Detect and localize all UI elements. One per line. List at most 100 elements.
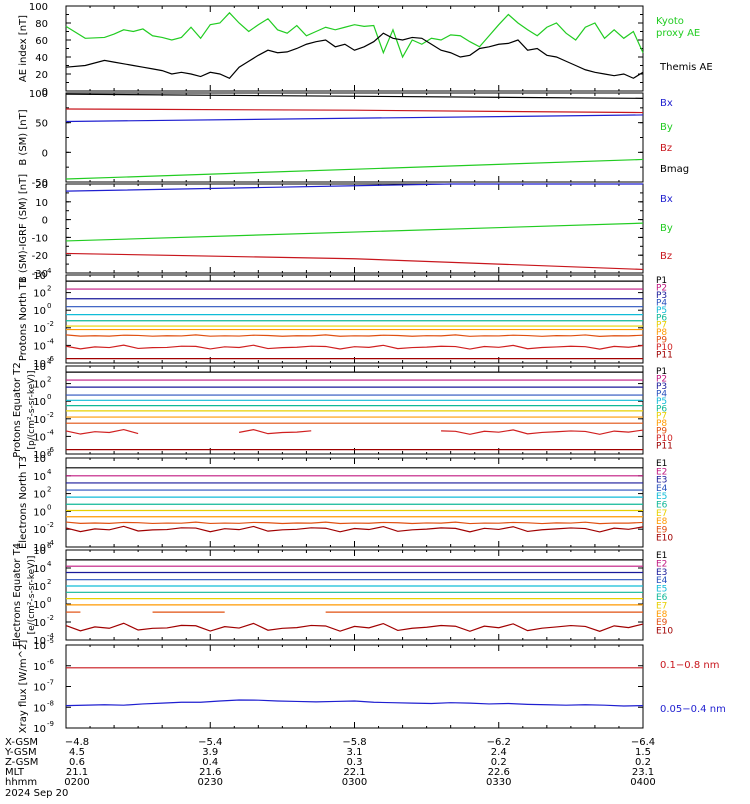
tick-exp: -6 — [47, 446, 55, 454]
y-tick-label: 50 — [35, 119, 48, 130]
channel-line — [441, 429, 644, 435]
footer-value: −5.8 — [342, 737, 366, 748]
tick-exp: -4 — [47, 539, 55, 547]
y-tick-label: -20 — [32, 251, 48, 262]
footer-row-label: hhmm — [5, 777, 37, 788]
legend-entry: E5 — [656, 585, 667, 595]
y-tick-label: 10 -8 — [33, 699, 54, 714]
legend-entry: By — [660, 122, 673, 133]
tick-base: 10 — [33, 271, 46, 282]
tick-base: 10 — [33, 543, 46, 554]
y-tick-label: 10 2 — [33, 578, 51, 593]
legend-xray-red: 0.1−0.8 nm — [660, 660, 719, 671]
legend-entry: E1 — [656, 551, 667, 561]
tick-base: 10 — [33, 397, 46, 408]
tick-exp: -8 — [47, 699, 54, 707]
y-tick-label: 10 -2 — [33, 320, 54, 335]
tick-base: 10 — [33, 564, 46, 575]
tick-exp: -4 — [47, 632, 55, 640]
footer-value: 0.3 — [347, 757, 363, 768]
series-line — [65, 222, 644, 242]
y-axis-label: Protons North T1 — [18, 277, 29, 361]
channel-line — [65, 334, 644, 337]
series-line — [65, 93, 644, 99]
series-line — [65, 32, 644, 79]
b-igrf-legend: Bx By Bz — [660, 194, 673, 262]
tick-exp: 2 — [47, 285, 51, 293]
legend-kyoto-2: proxy AE — [656, 28, 700, 39]
legend-entry: Bz — [660, 143, 672, 154]
y-tick-label: 10 6 — [33, 542, 52, 557]
tick-base: 10 — [33, 724, 46, 735]
tick-base: 10 — [33, 415, 46, 426]
tick-exp: 2 — [47, 376, 51, 384]
y-tick-label: 10 -6 — [33, 658, 54, 673]
panel-frame — [65, 644, 644, 729]
y-tick-label: 10 4 — [33, 468, 52, 483]
legend-entry: P10 — [656, 434, 673, 444]
footer-value: 2.4 — [491, 747, 507, 758]
footer-row-label: Z-GSM — [5, 757, 38, 768]
y-tick-label: 0 — [42, 216, 48, 227]
legend-entry: E10 — [656, 534, 673, 544]
legend-xray-blue: 0.05−0.4 nm — [660, 704, 726, 715]
y-tick-label: 100 — [33, 503, 51, 518]
series-line — [65, 183, 643, 192]
panel-frame — [65, 5, 644, 92]
y-tick-label: 10 4 — [33, 560, 52, 575]
legend-entry: P9 — [656, 427, 667, 437]
legend-entry: P2 — [656, 374, 667, 384]
y-tick-label: 10 -2 — [33, 411, 54, 426]
y-tick-label: 10 -4 — [33, 632, 54, 647]
tick-exp: -2 — [47, 521, 54, 529]
y-axis-label: Xray flux [W/m^2] — [18, 640, 29, 734]
legend-entry: P4 — [656, 389, 667, 399]
tick-base: 10 — [33, 324, 46, 335]
y-axis-label: Electrons Equator T4 — [12, 543, 23, 647]
tick-base: 10 — [33, 662, 46, 673]
y-tick-label: 0 — [42, 87, 48, 98]
panel-frame — [65, 183, 644, 274]
channel-line — [65, 344, 644, 350]
legend-entry: E8 — [656, 610, 668, 620]
legend-entry: E3 — [656, 476, 667, 486]
tick-exp: -2 — [47, 411, 54, 419]
y-tick-label: 10 2 — [33, 285, 51, 300]
tick-base: 10 — [33, 289, 46, 300]
tick-base: 10 — [33, 703, 46, 714]
legend-entry: P1 — [656, 367, 667, 377]
y-tick-label: 80 — [35, 19, 48, 30]
footer-date: 2024 Sep 20 — [5, 788, 68, 799]
legend-entry: P11 — [656, 442, 673, 452]
y-tick-label: 10 4 — [33, 358, 52, 373]
legend-entry: E3 — [656, 568, 667, 578]
tick-exp: -5 — [47, 637, 54, 645]
y-axis-label: AE index [nT] — [18, 15, 29, 82]
legend-entry: E9 — [656, 618, 668, 628]
channel-line — [65, 521, 644, 525]
tick-exp: 0 — [47, 596, 51, 604]
b-sm-legend: Bx By Bz Bmag — [660, 98, 689, 175]
y-tick-label: 10 6 — [33, 450, 52, 465]
legend-entry: P8 — [656, 419, 667, 429]
footer-value: 23.1 — [632, 767, 654, 778]
tick-exp: 2 — [47, 578, 51, 586]
legend-entry: Bx — [660, 194, 673, 205]
y-tick-label: 0 — [42, 148, 48, 159]
tick-exp: -7 — [47, 679, 54, 687]
tick-exp: -6 — [47, 355, 55, 363]
footer-value: −6.2 — [487, 737, 511, 748]
legend-entry: E7 — [656, 601, 667, 611]
tick-base: 10 — [33, 432, 46, 443]
tick-base: 10 — [33, 636, 46, 647]
footer-value: −6.4 — [631, 737, 655, 748]
legend-entry: E1 — [656, 459, 667, 469]
footer-value: 0.2 — [491, 757, 507, 768]
footer-value: 0.6 — [69, 757, 85, 768]
tick-base: 10 — [33, 600, 46, 611]
legend-entry: P9 — [656, 336, 667, 346]
